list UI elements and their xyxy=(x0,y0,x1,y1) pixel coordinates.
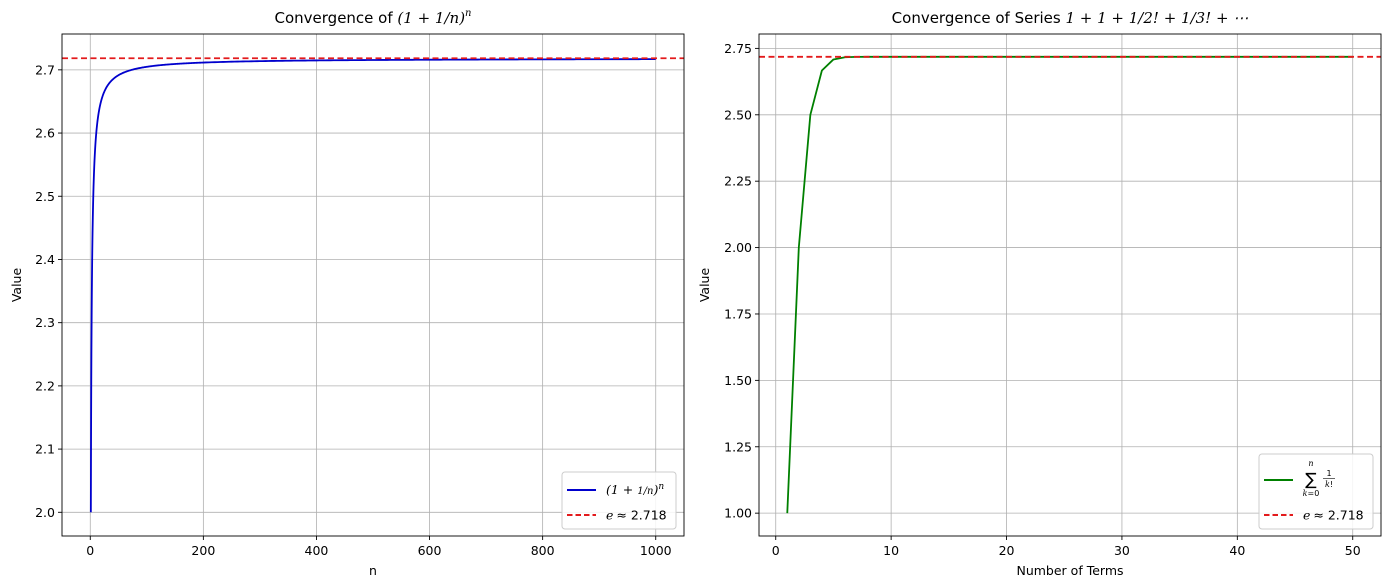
x-axis-label-left: n xyxy=(369,563,377,578)
legend-label-series-left: (1 + 1/n)n xyxy=(606,482,664,497)
legend-label-reference-right: e ≈ 2.718 xyxy=(1303,508,1364,523)
y-tick-label: 2.7 xyxy=(35,62,55,77)
x-tick-label: 400 xyxy=(305,543,329,558)
y-tick-label: 2.5 xyxy=(35,189,55,204)
x-tick-label: 30 xyxy=(1114,543,1130,558)
y-tick-label: 2.6 xyxy=(35,126,55,141)
ticks-right: 0 10 20 30 40 50 1.00 1.25 1.50 1.75 2.00 2.25 2.50 2… xyxy=(724,41,1361,558)
x-tick-label: 200 xyxy=(191,543,215,558)
ticks-left: 0 200 400 600 800 1000 2.0 2.1 2.2 2.3 2.4 2.5 2.6 2.… xyxy=(35,62,672,558)
grid-left xyxy=(62,34,684,536)
x-tick-label: 40 xyxy=(1229,543,1245,558)
y-tick-label: 2.00 xyxy=(724,240,752,255)
y-tick-label: 1.75 xyxy=(724,306,752,321)
chart-title-left: Convergence of (1 + 1/n)n xyxy=(275,8,472,27)
svg-text:1: 1 xyxy=(1326,469,1331,478)
x-tick-label: 10 xyxy=(883,543,899,558)
lines-left xyxy=(62,57,684,513)
series-line xyxy=(89,58,656,513)
svg-text:n: n xyxy=(1308,459,1313,468)
grid-right xyxy=(759,34,1381,536)
chart-right: 0 10 20 30 40 50 1.00 1.25 1.50 1.75 2.00 2.25 2.50 2… xyxy=(697,9,1382,578)
y-tick-label: 2.75 xyxy=(724,41,752,56)
x-tick-label: 20 xyxy=(999,543,1015,558)
y-tick-label: 1.50 xyxy=(724,373,752,388)
svg-text:k!: k! xyxy=(1325,480,1333,489)
y-tick-label: 2.0 xyxy=(35,505,55,520)
y-axis-label-right: Value xyxy=(697,268,712,303)
legend-label-reference-left: e ≈ 2.718 xyxy=(606,508,667,523)
axes-frame-right xyxy=(758,33,1382,537)
plot-area-right xyxy=(759,34,1381,536)
axes-frame-left xyxy=(61,33,685,537)
x-tick-label: 1000 xyxy=(640,543,672,558)
plot-area-left xyxy=(62,34,684,536)
legend-label-series-right: n ∑ k=0 1 k! xyxy=(1303,459,1335,498)
y-tick-label: 1.25 xyxy=(724,439,752,454)
x-tick-label: 0 xyxy=(772,543,780,558)
y-axis-label-left: Value xyxy=(9,268,24,303)
svg-text:∑: ∑ xyxy=(1305,470,1317,490)
y-tick-label: 2.50 xyxy=(724,107,752,122)
y-tick-label: 2.25 xyxy=(724,174,752,189)
y-tick-label: 2.2 xyxy=(35,378,55,393)
y-tick-label: 2.1 xyxy=(35,442,55,457)
x-tick-label: 0 xyxy=(86,543,94,558)
chart-title-right: Convergence of Series 1 + 1 + 1/2! + 1/3… xyxy=(892,9,1249,27)
legend-right: n ∑ k=0 1 k! e ≈ 2.718 xyxy=(1258,453,1374,530)
svg-text:k=0: k=0 xyxy=(1303,489,1320,498)
x-axis-label-right: Number of Terms xyxy=(1016,563,1123,578)
y-tick-label: 2.3 xyxy=(35,315,55,330)
y-tick-label: 2.4 xyxy=(35,252,55,267)
legend-box-right xyxy=(1258,453,1374,530)
legend-box-left xyxy=(561,471,677,530)
y-tick-label: 1.00 xyxy=(724,506,752,521)
x-tick-label: 50 xyxy=(1345,543,1361,558)
legend-left: (1 + 1/n)n e ≈ 2.718 xyxy=(561,471,677,530)
lines-right xyxy=(759,55,1381,514)
chart-left: 0 200 400 600 800 1000 2.0 2.1 2.2 2.3 2.4 2.5 2.6 2.… xyxy=(9,8,685,578)
x-tick-label: 600 xyxy=(418,543,442,558)
x-tick-label: 800 xyxy=(531,543,555,558)
